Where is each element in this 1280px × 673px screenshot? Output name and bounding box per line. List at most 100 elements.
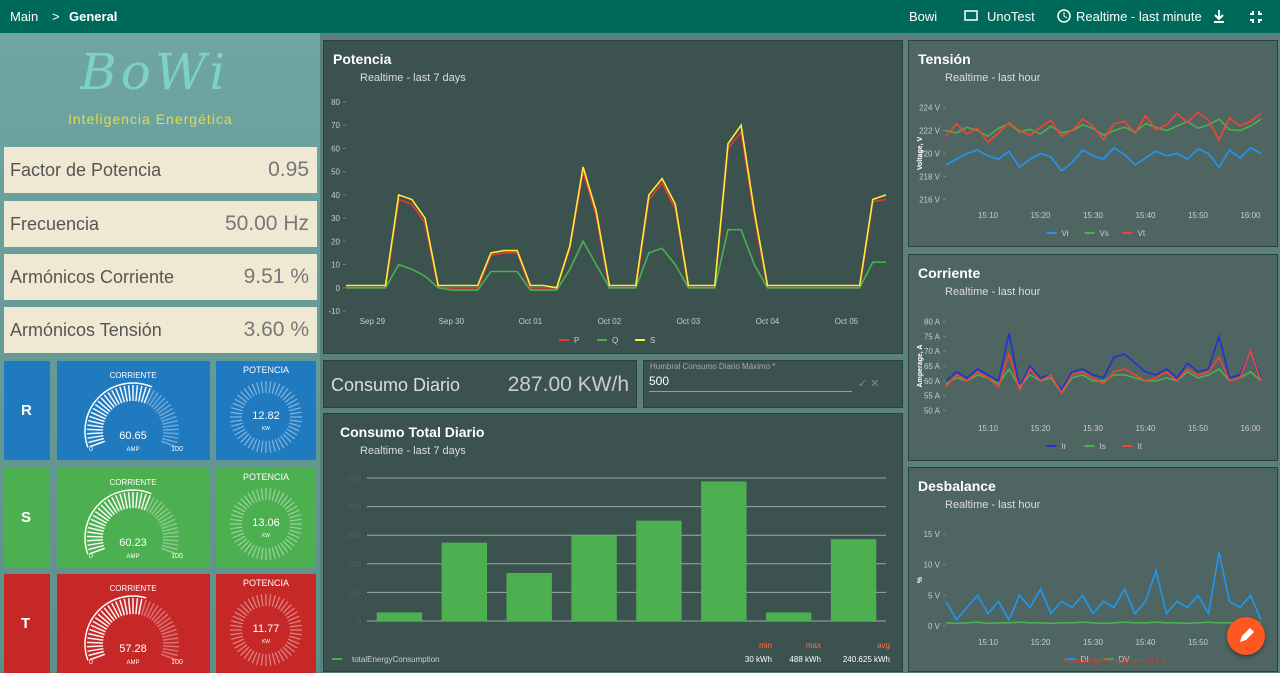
gauge-tick [146, 496, 155, 512]
gauge-tick [135, 385, 139, 402]
metric-label: Factor de Potencia [10, 160, 162, 180]
gauge-tick [88, 437, 105, 444]
stat-value: 30 kWh [745, 655, 772, 664]
x-tick-label: 15:50 [1188, 211, 1209, 220]
y-axis-title: Voltage, V [917, 137, 924, 171]
dashboard-menu[interactable]: Bowi [909, 9, 938, 24]
x-tick-label: Oct 03 [677, 317, 701, 326]
gauge-tick [287, 615, 300, 622]
y-tick-label: 300 [348, 531, 362, 540]
widget-title: Tensión [918, 51, 971, 67]
bar [765, 612, 812, 621]
gauge-tick [251, 596, 258, 609]
gauge: CORRIENTE 60.23 AMP 0 100 [84, 478, 183, 560]
y-tick-label: 20 [331, 237, 340, 246]
gauge-title: CORRIENTE [109, 478, 156, 487]
gauge-tick [162, 428, 179, 431]
gauge-tick [287, 425, 300, 432]
gauge-tick [161, 415, 177, 423]
fullscreen-exit-button[interactable] [1249, 10, 1263, 24]
y-tick-label: 200 [348, 560, 362, 569]
logo: BoWi [80, 43, 230, 101]
gauge-tick [107, 499, 118, 514]
gauge-tick [240, 498, 250, 508]
gauge-tick [151, 501, 163, 515]
x-tick-label: 15:20 [1030, 424, 1051, 433]
gauge-tick [277, 650, 285, 662]
threshold-input[interactable]: 500 [649, 374, 852, 392]
x-tick-label: Oct 04 [756, 317, 780, 326]
gauge-tick [94, 511, 109, 522]
series-line [346, 130, 887, 289]
gauge-tick [89, 628, 105, 636]
gauge-tick [160, 624, 176, 633]
x-tick-label: 15:40 [1135, 211, 1156, 220]
desbalance-widget: Desbalance Realtime - last hour 0 V 5 V 10… [908, 467, 1278, 672]
y-tick-label: 15 V [924, 530, 941, 539]
gauge-tick [256, 653, 261, 665]
y-tick-label: 65 A [924, 362, 941, 371]
stat-label: max [806, 641, 821, 650]
x-tick-label: 16:00 [1240, 211, 1261, 220]
gauge: CORRIENTE 57.28 AMP 0 100 [84, 584, 183, 666]
gauge-tick [162, 637, 179, 641]
gauge-tick [123, 598, 129, 615]
gauge-tick [247, 492, 255, 504]
current-gauge: CORRIENTE 60.65 AMP 0 100 [57, 361, 210, 460]
legend-label: It [1138, 442, 1143, 451]
gauge-tick [260, 653, 264, 666]
gauge-value-arc [84, 382, 153, 448]
gauge-tick [92, 514, 108, 524]
input-label: Humbral Consumo Diario Máximo * [650, 362, 776, 371]
entity-select[interactable]: UnoTest [987, 9, 1035, 24]
confirm-buttons[interactable]: ✓ ✕ [858, 378, 880, 390]
edit-fab[interactable] [1227, 617, 1265, 655]
breadcrumb: General [69, 9, 118, 24]
stat-label: avg [877, 641, 890, 650]
series-line [945, 333, 1262, 392]
clock-icon [1057, 9, 1071, 23]
gauge-tick [162, 539, 179, 542]
chart: -10 0 10 20 30 40 50 60 70 80 Sep 29 Sep 30 Oct 01 Oc… [328, 98, 887, 345]
gauge-tick [282, 646, 292, 656]
y-tick-label: 50 [331, 168, 340, 177]
gauge-tick [160, 518, 176, 527]
gauge-tick [232, 402, 245, 409]
y-tick-label: -10 [328, 307, 340, 316]
power-gauge: POTENCIA 13.06 KW [216, 468, 316, 567]
gauge-value-arc [84, 489, 152, 555]
gauge-tick [243, 601, 252, 612]
gauge: POTENCIA 12.82 KW [230, 365, 302, 453]
gauge-tick [231, 407, 243, 412]
gauge-tick [148, 605, 159, 620]
y-tick-label: 10 V [924, 561, 941, 570]
gauge-tick [153, 504, 166, 517]
widget-subtitle: Realtime - last 7 days [360, 72, 466, 84]
timewindow[interactable]: Realtime - last minute [1076, 9, 1202, 24]
gauge-tick [289, 620, 301, 625]
bar [506, 572, 552, 621]
x-tick-label: 15:20 [1030, 638, 1051, 647]
y-tick-label: 10 [331, 261, 340, 270]
gauge-tick [284, 431, 295, 440]
breadcrumb[interactable]: Main [10, 9, 39, 24]
gauge-tick [115, 388, 123, 404]
gauge-tick [287, 532, 300, 539]
gauge-tick [230, 624, 243, 628]
gauge-tick [231, 529, 243, 534]
gauge-tick [87, 535, 104, 538]
gauge-tick [87, 539, 104, 542]
gauge-tick [287, 402, 300, 409]
gauge-tick [87, 541, 104, 546]
phase-name: R [21, 402, 32, 419]
gauge-tick [146, 389, 155, 405]
gauge-tick [135, 492, 139, 509]
download-button[interactable] [1212, 9, 1226, 23]
potencia-widget: Potencia Realtime - last 7 days -10 0 10 20… [323, 40, 903, 354]
gauge-tick [284, 644, 295, 653]
gauge-tick [162, 541, 179, 546]
gauge-tick [282, 433, 292, 443]
gauge-tick [92, 407, 108, 417]
gauge-tick [289, 635, 301, 640]
gauge-tick [240, 604, 250, 614]
